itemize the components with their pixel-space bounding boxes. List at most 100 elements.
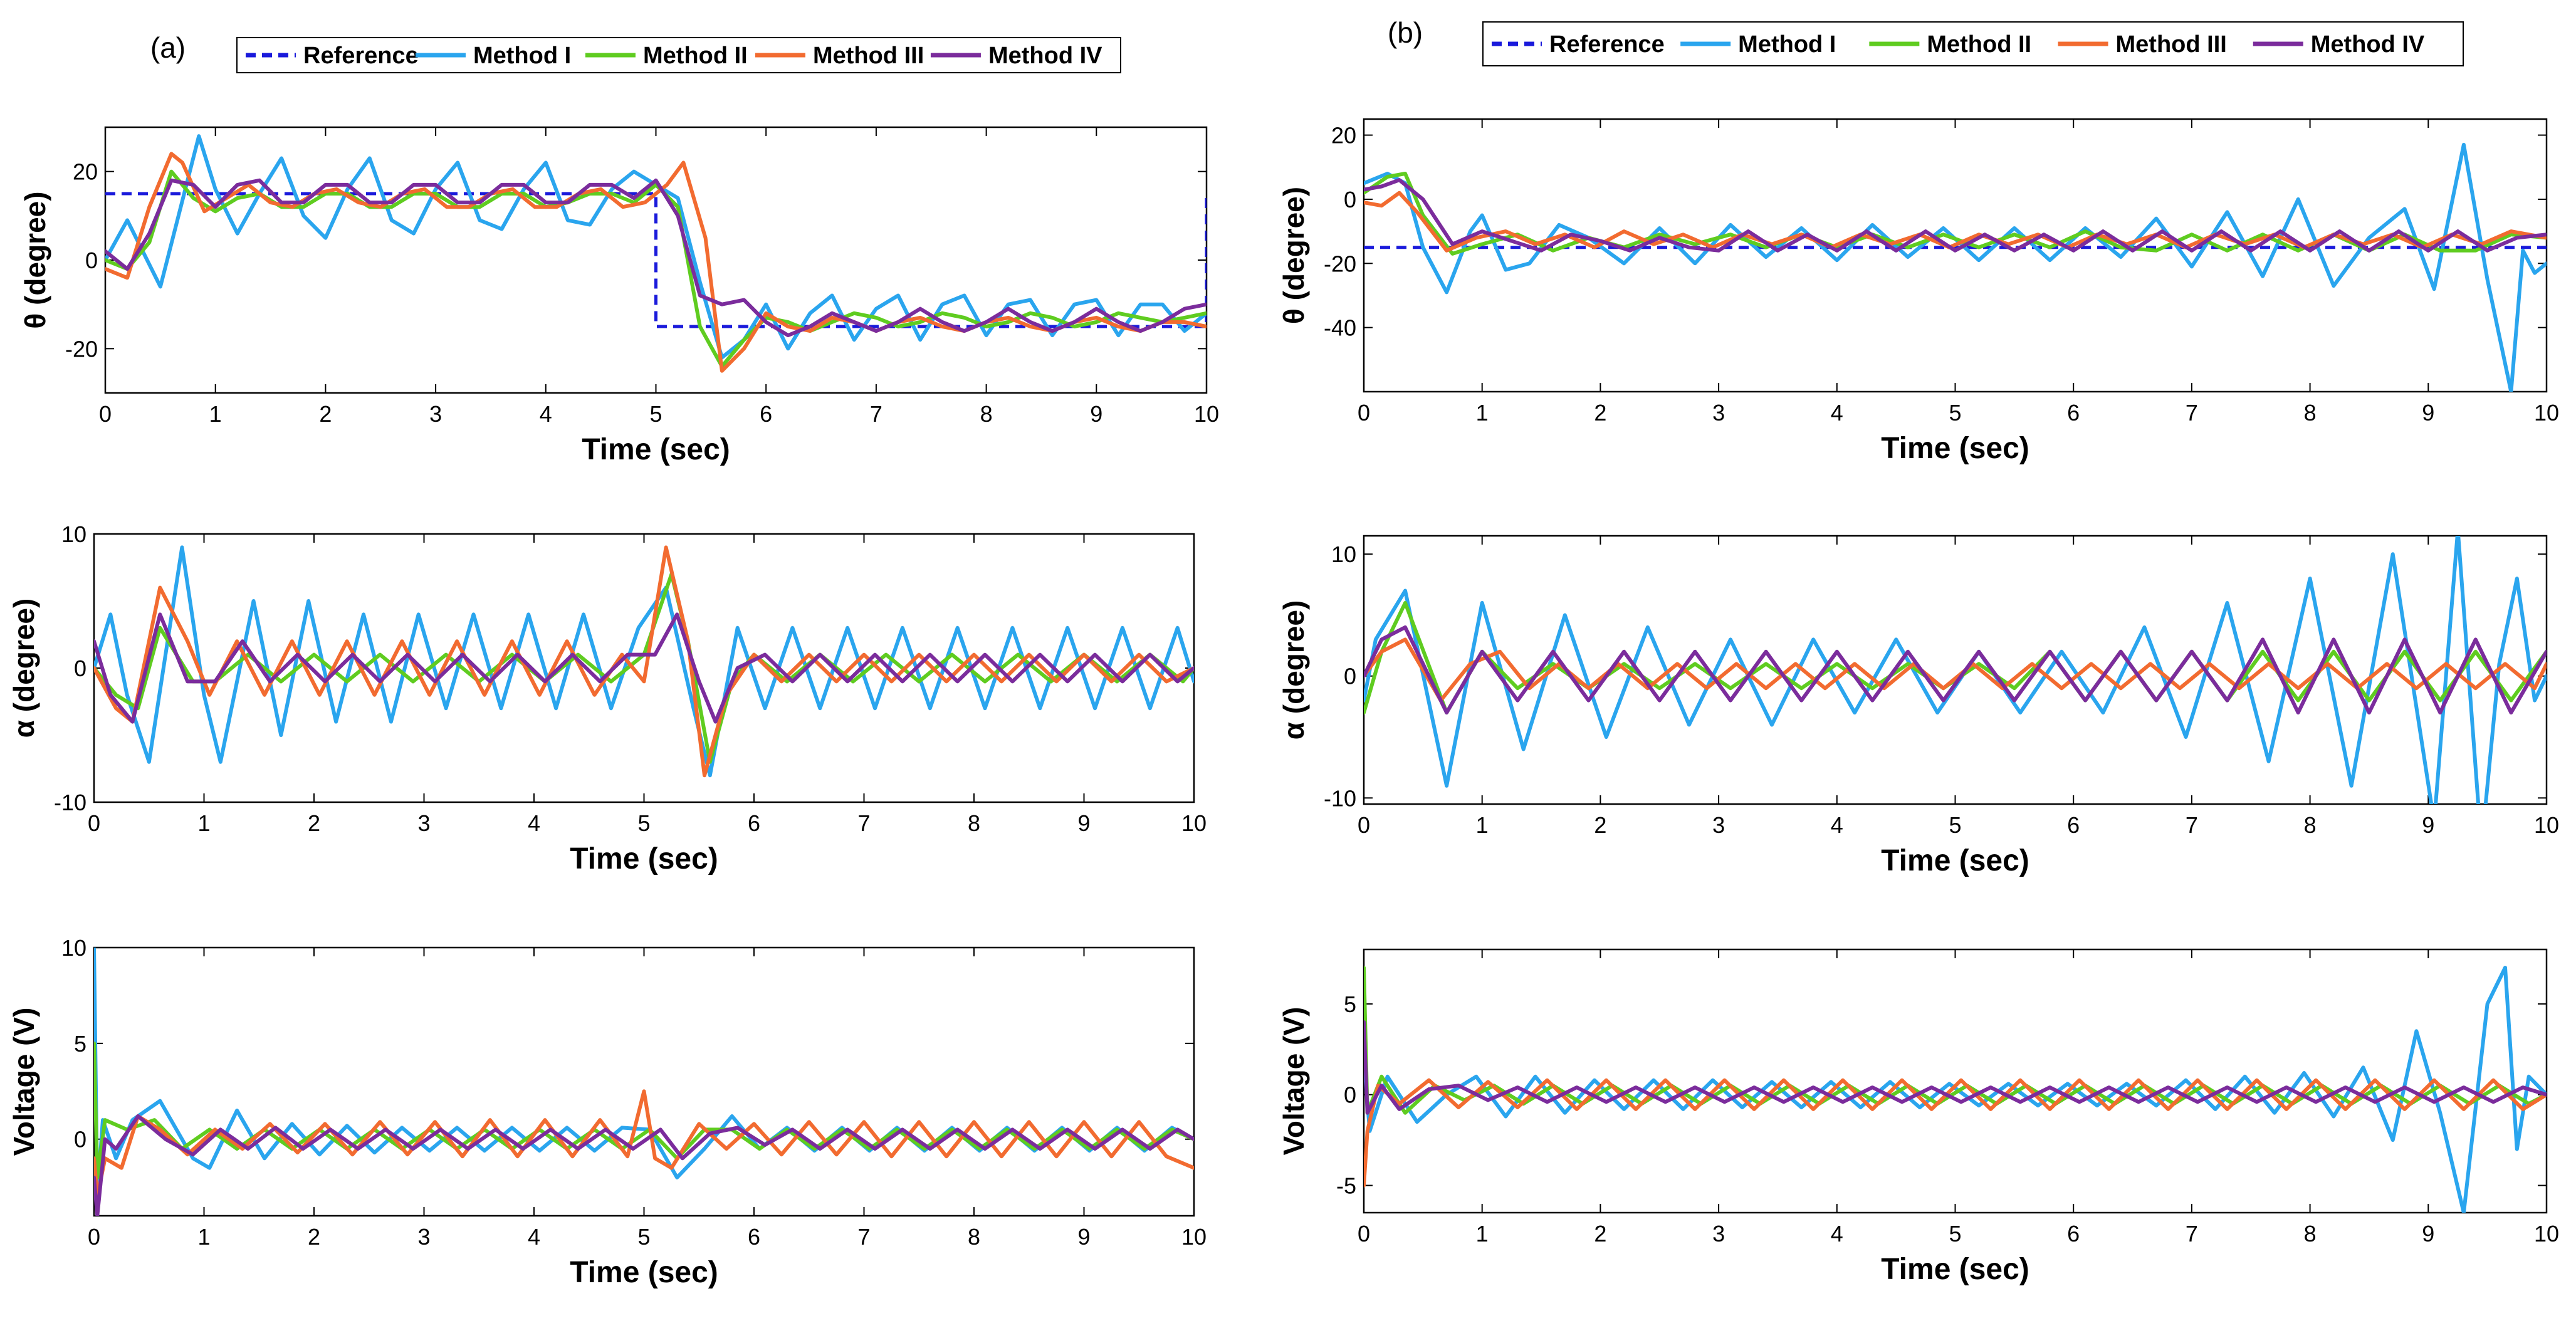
axes-box [104, 126, 1208, 394]
x-tick-label: 8 [2304, 812, 2317, 838]
x-tick-label: 1 [197, 1224, 210, 1250]
x-tick-label: 6 [2067, 812, 2080, 838]
x-tick-label: 2 [308, 810, 320, 836]
y-tick-label: 5 [1344, 991, 1356, 1017]
x-tick-label: 9 [2422, 812, 2434, 838]
x-tick-label: 5 [1949, 812, 1961, 838]
y-tick-label: 0 [74, 1127, 86, 1153]
x-tick-label: 2 [308, 1224, 320, 1250]
x-tick-label: 5 [637, 1224, 650, 1250]
y-tick-label: -20 [1324, 251, 1356, 276]
x-tick-label: 10 [1194, 401, 1219, 427]
series-line-method-iv [1364, 625, 2547, 715]
legend-label: Method II [1927, 31, 2031, 58]
panel-label: (b) [1388, 16, 1423, 49]
subplot-3: 0 1 2 3 4 5 6 7 8 9 10 0 5 10 Time (sec) Voltage (V) [8, 935, 1207, 1289]
x-axis-label: Time (sec) [1881, 432, 2029, 465]
x-tick-label: 5 [649, 401, 662, 427]
x-tick-label: 8 [968, 1224, 980, 1250]
x-tick-label: 7 [2186, 400, 2198, 426]
x-tick-label: 1 [209, 401, 222, 427]
y-tick-label: 0 [1344, 664, 1356, 689]
series-line-method-iv [94, 612, 1194, 724]
x-tick-label: 4 [1831, 400, 1843, 426]
x-tick-label: 6 [2067, 1221, 2080, 1247]
plot-area [94, 948, 1194, 1216]
legend: Reference Method I Method II Method III Meth… [236, 37, 1121, 73]
legend-item: Method I [1680, 31, 1836, 58]
y-tick-label: 5 [74, 1031, 86, 1057]
x-tick-label: 7 [870, 401, 882, 427]
x-tick-label: 3 [417, 1224, 430, 1250]
x-tick-label: 9 [1077, 1224, 1090, 1250]
legend-item: Reference [246, 43, 419, 69]
x-tick-label: 5 [637, 810, 650, 836]
series-line-method-i [105, 134, 1207, 360]
x-tick-label: 7 [2186, 812, 2198, 838]
x-tick-label: 9 [1077, 810, 1090, 836]
y-tick-label: -10 [54, 790, 86, 815]
y-axis-label: θ (degree) [1277, 187, 1310, 324]
x-tick-label: 4 [1831, 812, 1843, 838]
y-tick-label: -20 [65, 336, 98, 362]
series-line-reference [105, 192, 1207, 328]
y-tick-label: 0 [85, 248, 98, 273]
y-tick-label: -40 [1324, 315, 1356, 341]
y-tick-label: 10 [1331, 541, 1356, 567]
x-axis-label: Time (sec) [570, 1256, 718, 1289]
x-axis-label: Time (sec) [570, 842, 718, 876]
x-tick-label: 3 [429, 401, 442, 427]
legend-item: Method I [415, 43, 571, 69]
x-tick-label: 2 [1594, 1221, 1606, 1247]
y-axis-label: θ (degree) [19, 191, 51, 328]
x-tick-label: 9 [1090, 401, 1102, 427]
x-tick-label: 5 [1949, 1221, 1961, 1247]
legend-label: Method I [473, 43, 571, 69]
x-tick-label: 7 [2186, 1221, 2198, 1247]
legend-item: Method II [585, 43, 748, 69]
y-axis-label: Voltage (V) [8, 1008, 40, 1156]
plot-area [1364, 966, 2547, 1213]
plot-area [1364, 536, 2547, 804]
legend-item: Method II [1869, 31, 2031, 58]
panel-label: (a) [150, 31, 186, 64]
legend-label: Method IV [988, 43, 1102, 69]
plot-area [1364, 142, 2547, 392]
series-line-method-iii [1364, 637, 2547, 703]
x-tick-label: 8 [2304, 1221, 2317, 1247]
x-tick-label: 6 [760, 401, 772, 427]
legend-item: Method III [755, 43, 924, 69]
y-tick-label: -10 [1324, 785, 1356, 811]
x-tick-label: 0 [1358, 1221, 1370, 1247]
x-tick-label: 3 [1712, 812, 1725, 838]
x-axis-label: Time (sec) [1881, 844, 2029, 877]
x-tick-label: 9 [2422, 400, 2434, 426]
x-tick-label: 0 [1358, 400, 1370, 426]
x-tick-label: 4 [540, 401, 552, 427]
legend-label: Method II [643, 43, 748, 69]
x-tick-label: 4 [1831, 1221, 1843, 1247]
legend: Reference Method I Method II Method III Meth… [1482, 21, 2464, 66]
axes-box [93, 946, 1195, 1217]
x-tick-label: 5 [1949, 400, 1961, 426]
legend-label: Reference [1549, 31, 1665, 58]
y-tick-label: 20 [1331, 123, 1356, 149]
x-tick-label: 0 [88, 810, 100, 836]
legend-label: Reference [303, 43, 419, 69]
x-tick-label: 6 [748, 810, 760, 836]
series-line-method-iv [1364, 178, 2547, 253]
series-line-method-i [1364, 142, 2547, 392]
y-axis-label: Voltage (V) [1277, 1007, 1310, 1156]
x-tick-label: 7 [857, 1224, 870, 1250]
y-tick-label: 0 [74, 656, 86, 681]
x-tick-label: 3 [1712, 400, 1725, 426]
plot-area [94, 545, 1194, 778]
plot-area [105, 134, 1207, 373]
legend-item: Reference [1492, 31, 1665, 58]
subplot-1: 0 1 2 3 4 5 6 7 8 9 10 -40 -20 0 20 Time (sec) θ (degree… [1277, 118, 2559, 465]
x-tick-label: 4 [528, 1224, 540, 1250]
y-tick-label: 0 [1344, 1082, 1356, 1108]
x-tick-label: 2 [1594, 400, 1606, 426]
